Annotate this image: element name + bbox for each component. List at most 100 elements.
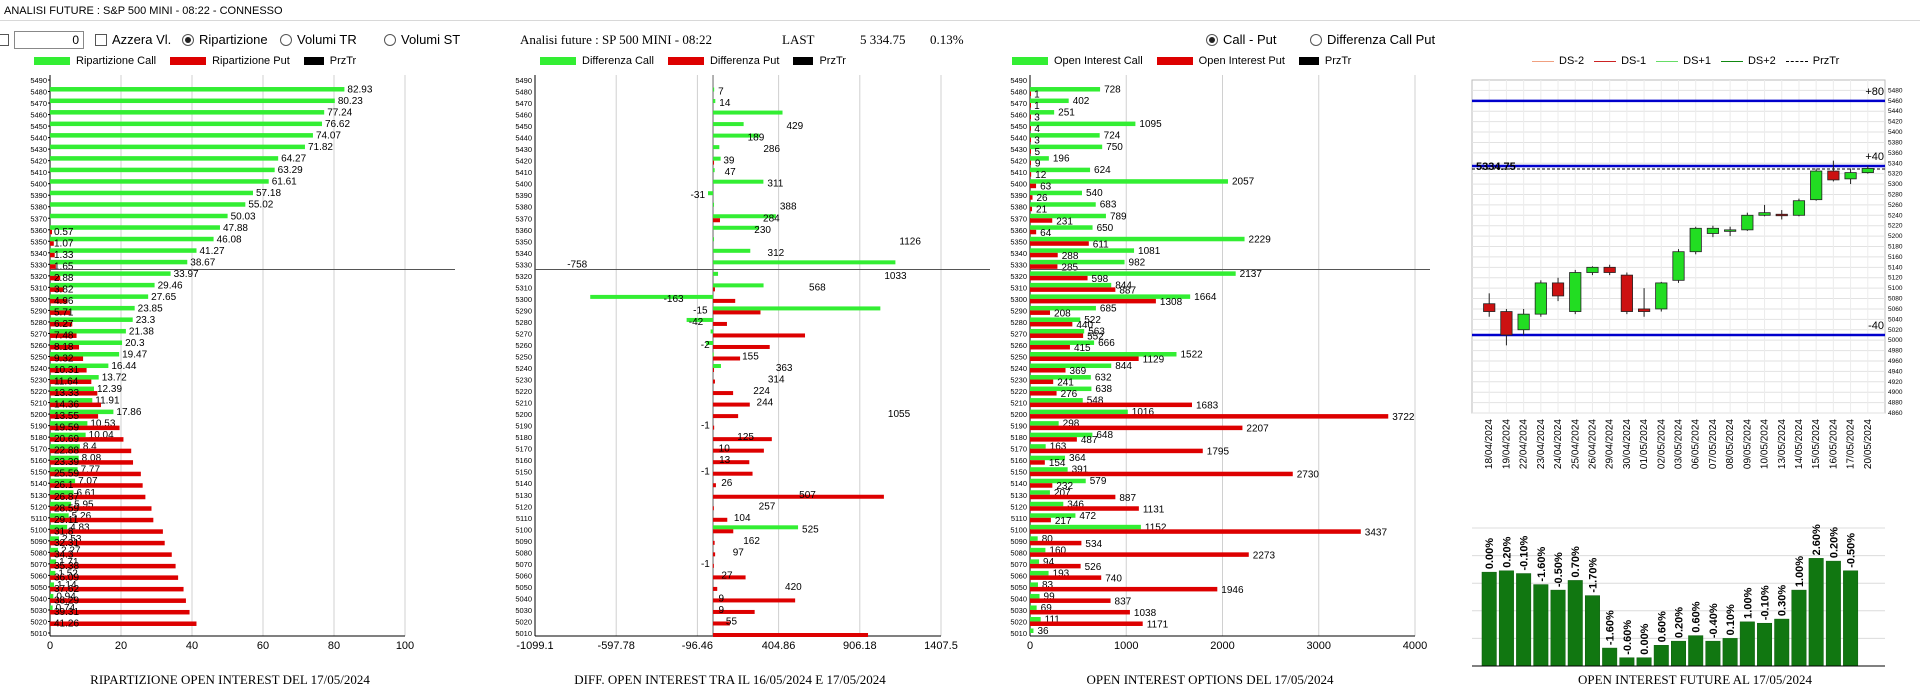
y-tick-label: 5240: [1010, 364, 1027, 373]
oi-put-value-label: 440: [1076, 320, 1093, 331]
legend-line-ds+1: [1656, 60, 1679, 62]
volumi-tr-radio[interactable]: [280, 33, 292, 46]
call-diff-bar: [708, 191, 714, 196]
y-tick-label: 5000: [1888, 337, 1903, 344]
y-tick-label: 5220: [515, 387, 532, 396]
ripartizione-radio[interactable]: [182, 33, 194, 46]
call-value-label: 0.74: [56, 603, 76, 614]
value-input[interactable]: 0: [14, 31, 84, 49]
y-tick-label: 5270: [515, 329, 532, 338]
put-bar: [50, 425, 120, 431]
oi-future-bar: [1481, 571, 1497, 667]
y-tick-label: 5070: [515, 560, 532, 569]
oi-put-value-label: 208: [1054, 308, 1071, 319]
y-tick-label: 5370: [515, 214, 532, 223]
put-diff-bar: [713, 310, 761, 315]
y-tick-label: 5320: [1888, 171, 1903, 178]
y-tick-label: 5070: [30, 560, 47, 569]
oi-call-value-label: 638: [1095, 384, 1112, 395]
oi-put-value-label: 12: [1035, 170, 1047, 181]
put-value-label: 41.26: [54, 618, 79, 629]
y-tick-label: 5080: [1010, 548, 1027, 557]
x-date-label: 14/05/2024: [1794, 419, 1805, 469]
option-differenza[interactable]: Differenza Call Put: [1310, 32, 1435, 47]
put-diff-bar: [713, 379, 715, 384]
differenza-radio[interactable]: [1310, 33, 1322, 46]
oi-call-value-label: 1081: [1138, 246, 1161, 257]
lower-band-label: -40: [1868, 320, 1884, 332]
oi-call-value-label: 683: [1100, 200, 1117, 211]
option-call-put[interactable]: Call - Put: [1206, 32, 1276, 47]
call-value-label: 80.23: [338, 96, 363, 107]
x-tick-label: 4000: [1403, 640, 1427, 652]
reset-checkbox[interactable]: [95, 33, 107, 46]
y-tick-label: 5360: [515, 226, 532, 235]
oi-future-bar: [1722, 638, 1738, 667]
oi-call-value-label: 750: [1106, 142, 1123, 153]
mode-option-ripartizione[interactable]: Ripartizione: [182, 32, 268, 47]
oi-call-value-label: 196: [1053, 154, 1070, 165]
oi-call-value-label: 94: [1043, 557, 1055, 568]
oi-call-value-label: 298: [1063, 419, 1080, 430]
call-bar: [50, 190, 253, 196]
oi-call-bar: [1030, 167, 1091, 173]
y-tick-label: 5200: [30, 410, 47, 419]
oi-put-value-label: 552: [1087, 331, 1104, 342]
y-tick-label: 5490: [30, 76, 47, 85]
oi-put-value-label: 63: [1040, 182, 1052, 193]
reset-option[interactable]: Azzera Vl.: [95, 32, 171, 47]
call-bar: [50, 605, 53, 610]
call-bar: [50, 110, 325, 115]
oi-put-bar: [1030, 160, 1031, 166]
diff-value-label: 1033: [884, 271, 907, 282]
oi-call-value-label: 1664: [1194, 292, 1217, 303]
mode-label-volumi-tr: Volumi TR: [297, 32, 357, 47]
call-bar: [50, 271, 171, 276]
call-diff-bar: [710, 329, 714, 334]
oi-call-bar: [1030, 328, 1085, 334]
oi-put-value-label: 887: [1119, 493, 1136, 504]
diff-value-label: 55: [726, 616, 738, 627]
oi-call-value-label: 540: [1086, 188, 1103, 199]
diff-value-label: 284: [763, 213, 780, 224]
oi-future-bar: [1516, 573, 1532, 667]
y-tick-label: 5200: [1888, 233, 1903, 240]
oi-future-pct-label: 0.30%: [1777, 585, 1789, 616]
oi-future-bar: [1671, 640, 1686, 667]
left-checkbox[interactable]: [0, 34, 9, 46]
call-diff-bar: [713, 133, 760, 138]
put-bar: [50, 460, 134, 465]
oi-future-pct-label: 0.60%: [1656, 611, 1668, 642]
diff-value-label: 429: [787, 121, 804, 132]
y-tick-label: 5440: [515, 134, 532, 143]
diff-value-label: -15: [693, 305, 708, 316]
y-tick-label: 5340: [30, 249, 47, 258]
put-bar: [50, 552, 172, 557]
oi-call-bar: [1030, 259, 1125, 265]
call-bar: [50, 352, 120, 357]
put-value-label: 7.48: [54, 330, 74, 341]
oi-put-value-label: 1795: [1207, 447, 1230, 458]
volumi-st-radio[interactable]: [384, 33, 396, 46]
oi-call-value-label: 251: [1058, 108, 1075, 119]
put-value-label: 29.11: [54, 515, 79, 526]
y-tick-label: 5420: [30, 157, 47, 166]
oi-put-bar: [1030, 126, 1031, 131]
oi-put-bar: [1030, 517, 1051, 523]
y-tick-label: 5050: [515, 583, 532, 592]
oi-put-bar: [1030, 310, 1051, 315]
oi-future-bar: [1636, 657, 1652, 667]
oi-call-value-label: 632: [1095, 373, 1112, 384]
mode-option-volumi-tr[interactable]: Volumi TR: [280, 32, 357, 47]
put-bar: [50, 609, 190, 615]
oi-future-pct-label: 0.10%: [1725, 604, 1737, 635]
mode-option-volumi-st[interactable]: Volumi ST: [384, 32, 460, 47]
y-tick-label: 5130: [1010, 491, 1027, 500]
reset-label: Azzera Vl.: [112, 32, 172, 47]
oi-put-bar: [1030, 137, 1031, 143]
oi-call-value-label: 391: [1072, 465, 1089, 476]
put-diff-bar: [713, 298, 736, 303]
oi-put-bar: [1030, 425, 1243, 431]
call-bar: [50, 593, 54, 599]
call-put-radio[interactable]: [1206, 33, 1218, 46]
